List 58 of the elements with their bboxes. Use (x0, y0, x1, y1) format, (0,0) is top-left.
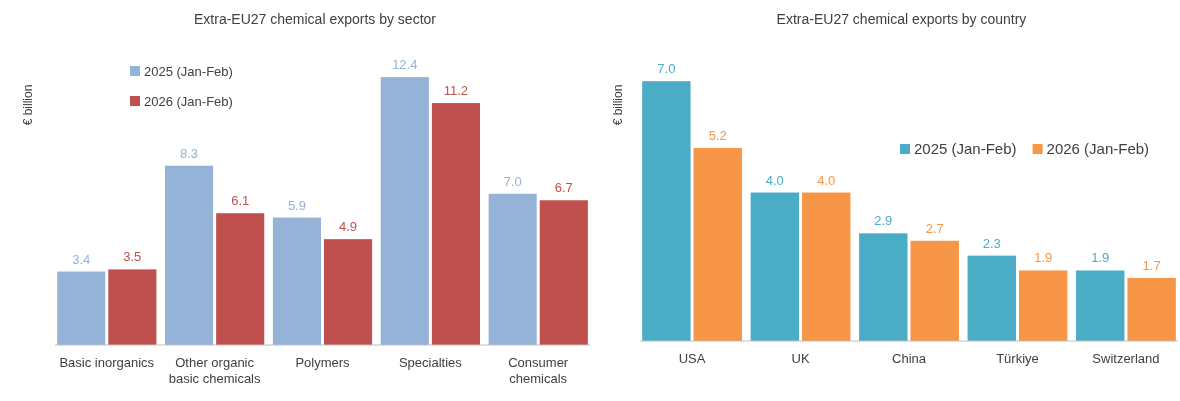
data-label: 3.4 (72, 251, 91, 267)
legend-label: 2025 (Jan-Feb) (914, 140, 1017, 157)
bar (57, 271, 106, 345)
x-tick-label: UK (791, 351, 810, 366)
chart-title: Extra-EU27 chemical exports by country (776, 11, 1027, 27)
bar (431, 103, 480, 345)
x-tick-label: Specialties (398, 355, 463, 370)
bar (488, 193, 537, 345)
legend-label: 2026 (Jan-Feb) (1046, 140, 1150, 157)
data-label: 12.4 (392, 57, 418, 73)
bar (859, 233, 908, 341)
x-tick-label: Polymers (295, 355, 351, 370)
bar (1018, 270, 1068, 341)
bar (910, 240, 959, 341)
data-label: 6.7 (554, 180, 573, 196)
data-label: 2.7 (925, 220, 944, 236)
x-tick-label: Consumer chemicals (508, 355, 569, 387)
data-label: 2.9 (874, 213, 893, 229)
data-label: 4.0 (817, 172, 836, 188)
data-label: 7.0 (657, 61, 676, 77)
chart-title: Extra-EU27 chemical exports by sector (194, 11, 437, 27)
data-label: 2.3 (982, 235, 1001, 251)
x-tick-label: USA (678, 351, 706, 366)
bar (380, 77, 429, 345)
data-label: 3.5 (123, 249, 142, 265)
data-label: 11.2 (443, 83, 469, 99)
data-label: 8.3 (180, 145, 199, 161)
data-label: 7.0 (503, 173, 522, 189)
legend-label: 2025 (Jan-Feb) (144, 64, 233, 79)
bar (539, 200, 588, 345)
bar (693, 147, 742, 341)
data-label: 6.1 (231, 193, 250, 209)
bar (324, 239, 373, 345)
bar (165, 165, 214, 345)
x-tick-label: Other organic basic chemicals (168, 355, 262, 387)
bar (1127, 277, 1176, 341)
x-tick-label: Basic inorganics (59, 355, 155, 370)
y-axis-title: € billion (21, 84, 35, 126)
bar (642, 81, 691, 341)
data-label: 5.9 (287, 197, 306, 213)
data-label: 5.2 (708, 127, 727, 143)
bar (802, 192, 851, 341)
bar (272, 217, 321, 345)
x-tick-label: China (892, 351, 927, 366)
bar (1076, 270, 1125, 341)
bar (750, 192, 800, 341)
y-axis-title: € billion (611, 84, 625, 126)
data-label: 1.9 (1091, 250, 1110, 266)
bar (216, 213, 265, 345)
bar (967, 255, 1016, 341)
data-label: 4.0 (765, 172, 784, 188)
bar (108, 269, 157, 345)
data-label: 1.9 (1034, 250, 1053, 266)
x-tick-label: Türkiye (996, 351, 1039, 366)
x-tick-label: Switzerland (1092, 351, 1160, 366)
legend-label: 2026 (Jan-Feb) (144, 94, 233, 109)
data-label: 1.7 (1142, 257, 1161, 273)
data-label: 4.9 (339, 219, 358, 235)
